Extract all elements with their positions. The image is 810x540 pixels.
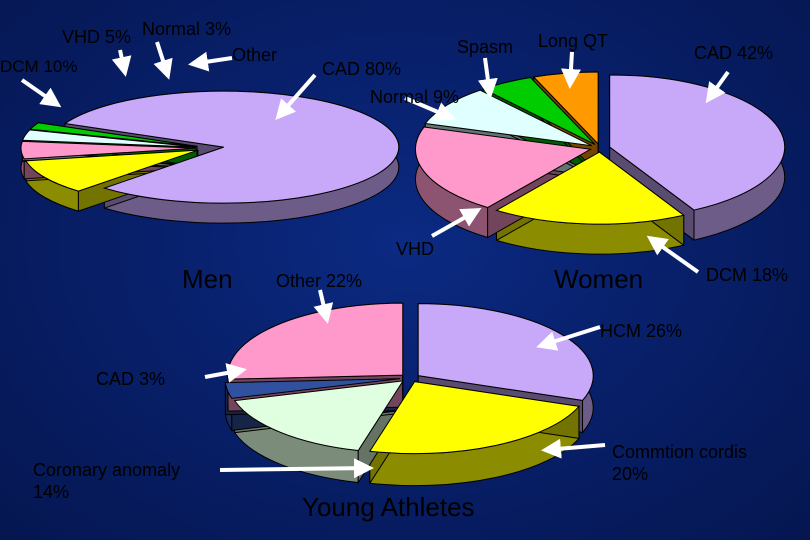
men-dcm-label: DCM 10% [0, 57, 78, 76]
arrow-athletes-other [313, 289, 334, 324]
arrow-athletes-coronary [219, 458, 374, 479]
women-longqt-label: Long QT [538, 31, 609, 51]
men-slice-normal [21, 129, 197, 148]
arrow-men-cad [275, 73, 317, 121]
women-spasm-label: Spasm [457, 37, 514, 57]
athletes-cad-label: CAD 3% [96, 369, 166, 389]
men-title: Men [182, 264, 233, 294]
athletes-hcm-label: HCM 26% [600, 321, 683, 341]
women-normal-label: Normal 9% [370, 87, 460, 107]
athletes-title: Young Athletes [302, 492, 475, 522]
women-dcm-label: DCM 18% [706, 265, 789, 285]
women-slice-vhd [414, 126, 593, 209]
arrow-women-cad [705, 70, 730, 104]
men-normal-label: Normal 3% [142, 19, 232, 39]
arrow-women-normal [404, 96, 456, 121]
athletes-slice-cad [224, 378, 401, 399]
men-slice-cad [63, 90, 400, 204]
men-slice-dcm [25, 149, 198, 192]
arrow-athletes-hcm [536, 325, 601, 351]
athletes-slice-hcm [417, 303, 594, 401]
athletes-other-label: Other 22% [276, 271, 363, 291]
women-cad-label: CAD 42% [694, 43, 774, 63]
athletes-slice-coronary-anomaly [233, 380, 404, 452]
men-slice-other [29, 122, 198, 147]
women-title: Women [554, 264, 644, 294]
arrow-women-spasm [477, 57, 498, 99]
arrow-men-other [188, 51, 233, 72]
arrow-women-longqt [560, 51, 581, 89]
women-vhd-label: VHD [396, 239, 435, 259]
athletes-slice-other [227, 302, 404, 380]
arrow-women-vhd [431, 208, 482, 238]
arrow-athletes-commotion [541, 438, 606, 459]
arrow-women-dcm [646, 235, 700, 274]
men-cad-label: CAD 80% [322, 59, 402, 79]
women-slice-cad [609, 74, 786, 211]
athletes-slice-commtion-cordis [368, 381, 580, 455]
arrow-men-dcm [20, 78, 62, 108]
arrow-men-vhd [111, 49, 132, 77]
men-vhd-label: VHD 5% [62, 27, 132, 47]
pointer-arrows [20, 41, 730, 479]
arrow-athletes-cad [204, 363, 247, 383]
athletes-coronary-label: Coronary anomaly 14% [33, 460, 181, 502]
women-slice-dcm [495, 151, 685, 225]
men-slice-vhd [20, 140, 197, 160]
men-other-label: Other [232, 45, 278, 65]
athletes-commotion-label: Commtion cordis 20% [612, 442, 748, 484]
arrow-men-normal [153, 41, 173, 80]
